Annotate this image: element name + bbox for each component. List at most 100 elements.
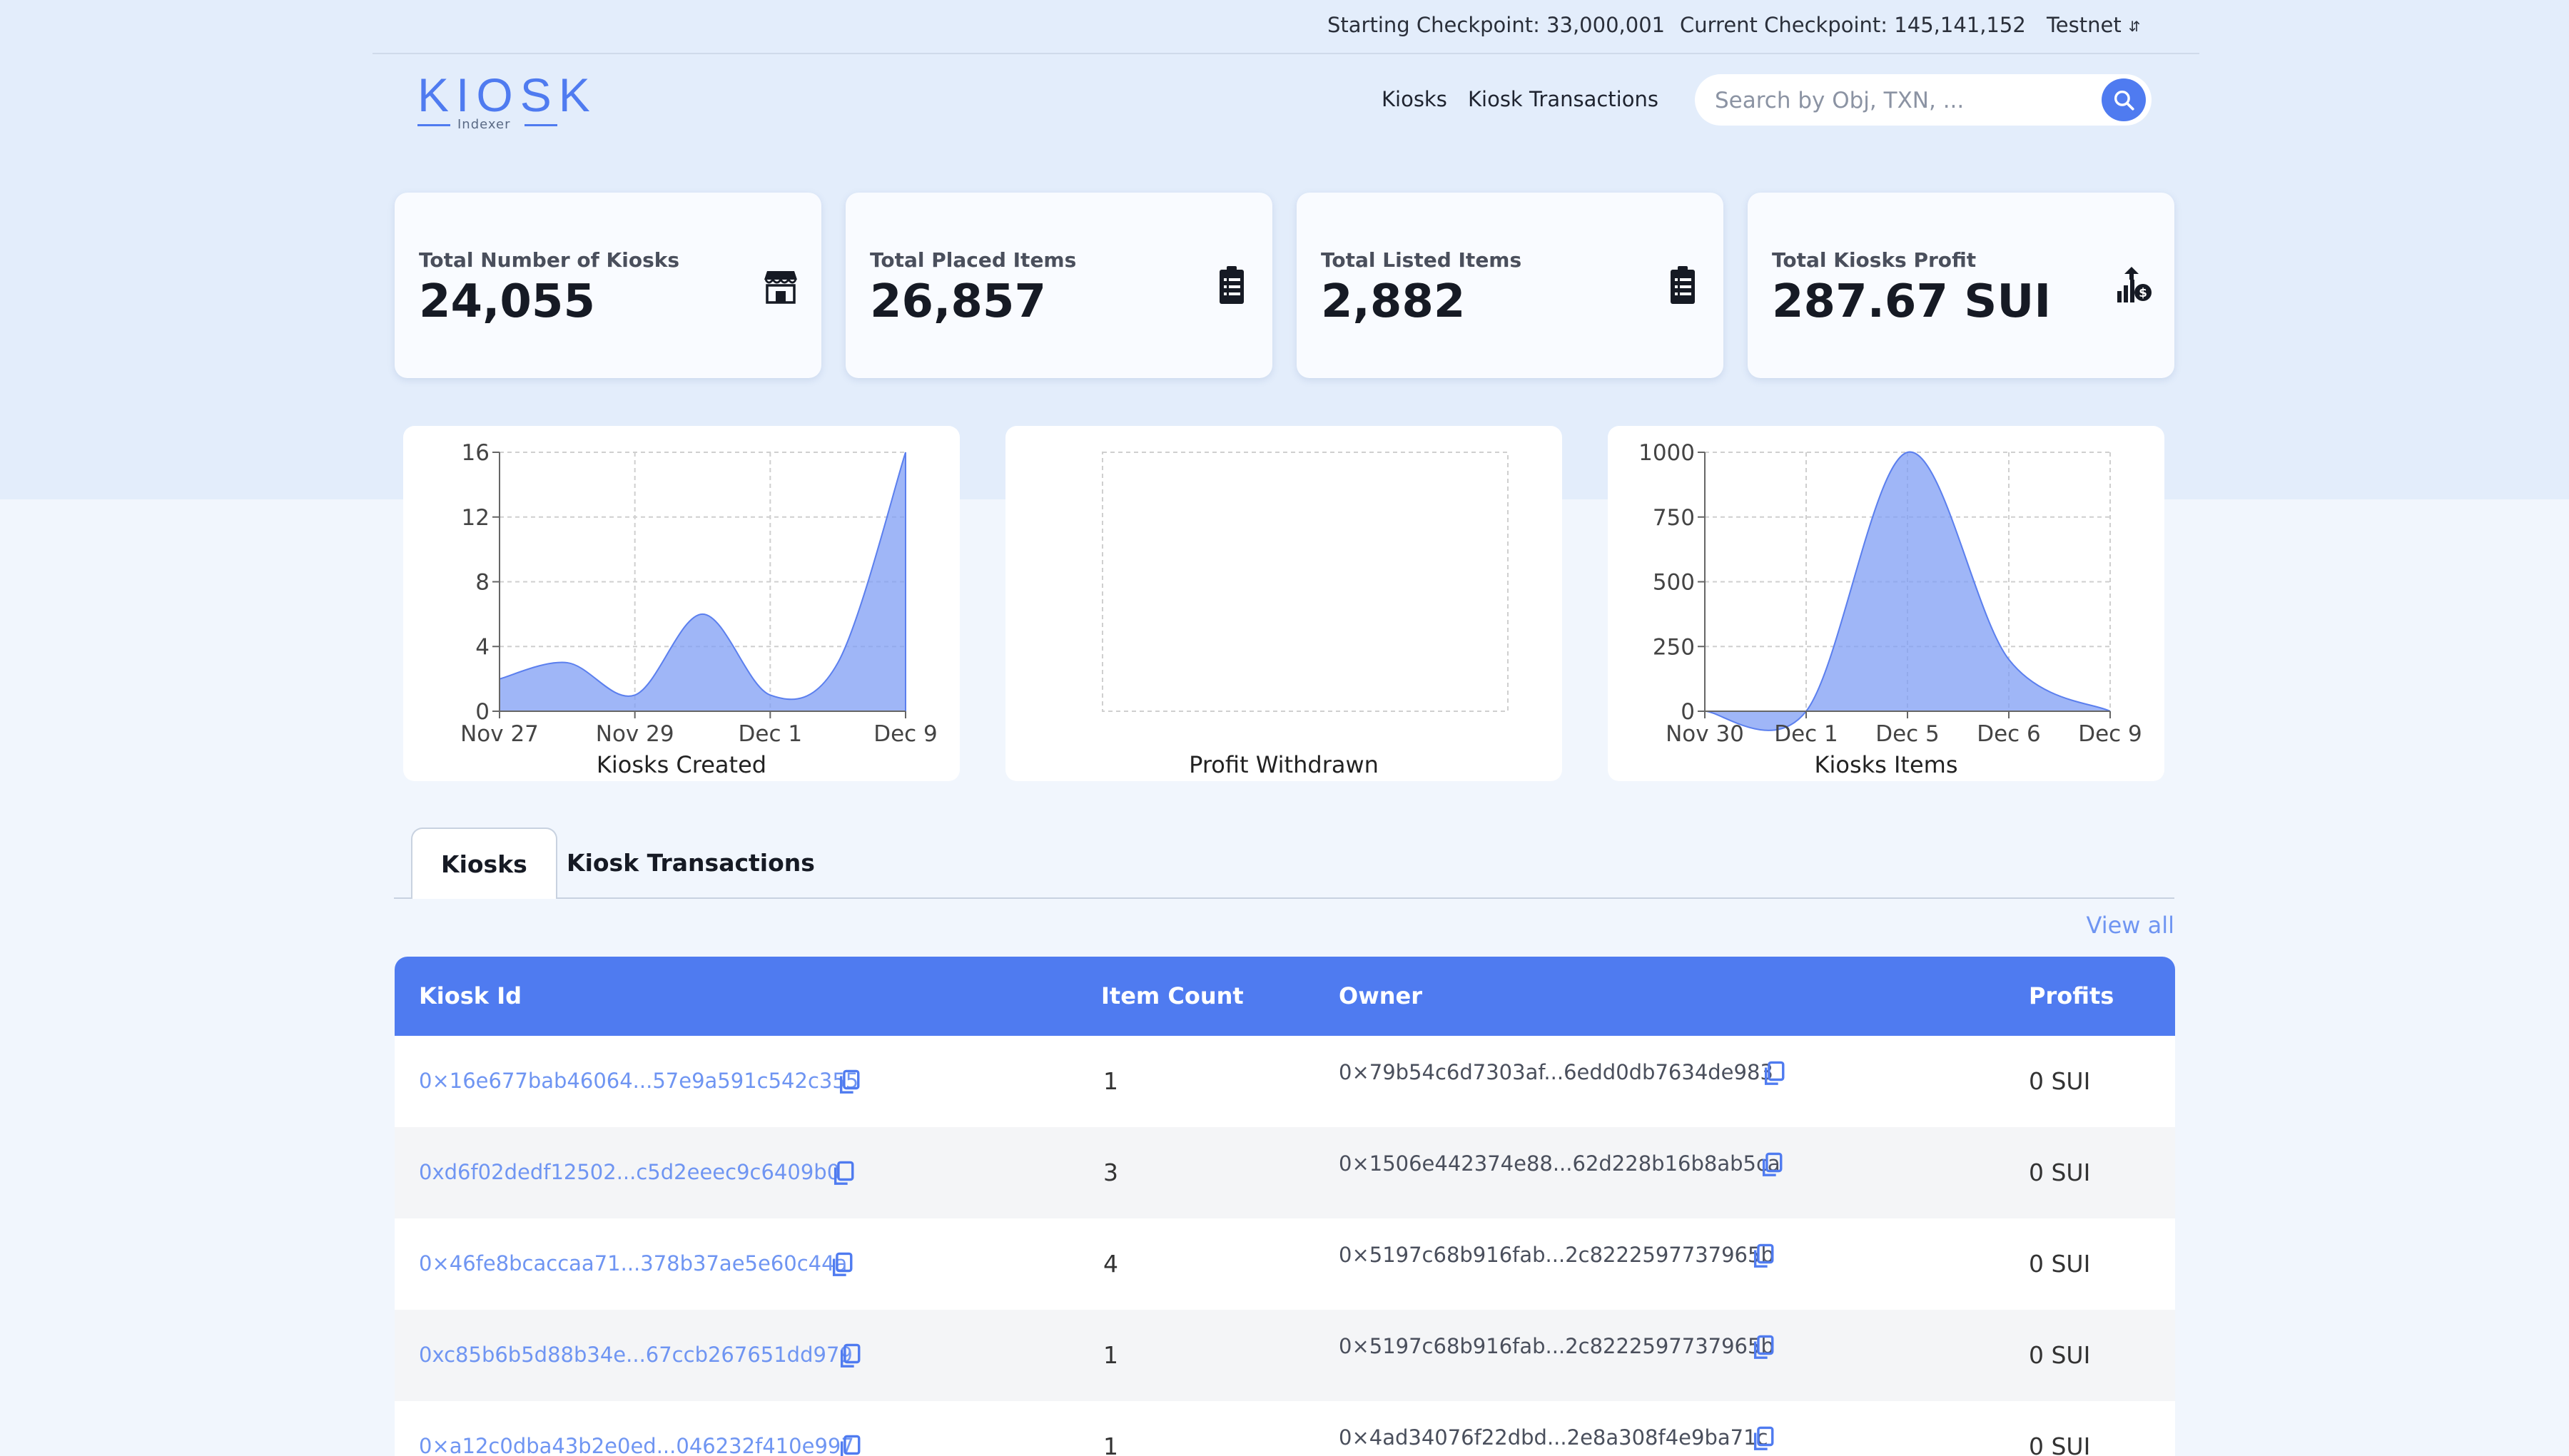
item-count: 3 bbox=[1103, 1159, 1118, 1186]
logo-word: KIOSK bbox=[417, 71, 597, 118]
stat-card-total-listed-items: Total Listed Items 2,882 bbox=[1297, 193, 1723, 378]
item-count: 1 bbox=[1103, 1341, 1118, 1369]
kiosk-id-link[interactable]: 0×a12c0dba43b2e0ed...046232f410e997 bbox=[419, 1434, 854, 1456]
y-tick-label: 250 bbox=[1653, 634, 1695, 660]
owner-address: 0×79b54c6d7303af...6edd0db7634de983 bbox=[1339, 1060, 1773, 1084]
kiosks-table: Kiosk Id Item Count Owner Profits 0×16e6… bbox=[395, 957, 2175, 1456]
profits-value: 0 SUI bbox=[2029, 1067, 2090, 1095]
store-icon bbox=[761, 264, 800, 307]
search-bar bbox=[1695, 74, 2152, 126]
owner-address: 0×1506e442374e88...62d228b16b8ab5ca bbox=[1339, 1151, 1780, 1176]
header-profits: Profits bbox=[2029, 982, 2114, 1009]
logo-subtitle: Indexer bbox=[457, 117, 510, 132]
tab-kiosks[interactable]: Kiosks bbox=[411, 828, 557, 899]
search-button[interactable] bbox=[2102, 78, 2146, 121]
chevron-updown-icon: ⇵ bbox=[2129, 18, 2141, 35]
copy-icon[interactable] bbox=[1751, 1334, 1775, 1361]
tab-kiosk-transactions[interactable]: Kiosk Transactions bbox=[538, 828, 843, 897]
stat-value: 2,882 bbox=[1321, 275, 1465, 328]
copy-icon[interactable] bbox=[1751, 1425, 1775, 1452]
search-input[interactable] bbox=[1713, 86, 2087, 116]
profits-value: 0 SUI bbox=[2029, 1250, 2090, 1278]
owner-address: 0×5197c68b916fab...2c8222597737965b bbox=[1339, 1334, 1774, 1358]
table-row: 0×46fe8bcaccaa71...378b37ae5e60c44a 4 0×… bbox=[395, 1218, 2175, 1310]
copy-icon[interactable] bbox=[837, 1069, 861, 1096]
y-tick-label: 500 bbox=[1653, 570, 1695, 596]
copy-icon[interactable] bbox=[838, 1343, 862, 1370]
x-tick-label: Dec 6 bbox=[1977, 721, 2041, 747]
stat-card-total-kiosks-profit: Total Kiosks Profit 287.67 SUI $ bbox=[1748, 193, 2174, 378]
owner-address: 0×4ad34076f22dbd...2e8a308f4e9ba71c bbox=[1339, 1425, 1768, 1450]
network-selector[interactable]: Testnet ⇵ bbox=[2047, 13, 2140, 37]
item-count: 1 bbox=[1103, 1067, 1118, 1095]
owner-address: 0×5197c68b916fab...2c8222597737965b bbox=[1339, 1243, 1774, 1267]
y-tick-label: 750 bbox=[1653, 505, 1695, 531]
chart-title: Profit Withdrawn bbox=[1189, 751, 1379, 778]
chart-title: Kiosks Created bbox=[597, 751, 766, 778]
copy-icon[interactable] bbox=[838, 1434, 862, 1456]
copy-icon[interactable] bbox=[1751, 1243, 1775, 1270]
logo-line-left bbox=[417, 124, 450, 126]
profits-value: 0 SUI bbox=[2029, 1159, 2090, 1186]
clipboard-list-icon bbox=[1663, 264, 1702, 307]
table-tabs: Kiosks Kiosk Transactions bbox=[394, 828, 2174, 899]
stat-value: 287.67 SUI bbox=[1772, 275, 2051, 328]
view-all-link[interactable]: View all bbox=[2087, 912, 2175, 939]
copy-icon[interactable] bbox=[831, 1160, 856, 1187]
copy-icon[interactable] bbox=[1760, 1151, 1784, 1178]
search-icon bbox=[2112, 88, 2136, 112]
y-tick-label: 4 bbox=[475, 634, 490, 660]
logo-line-right bbox=[525, 124, 557, 126]
kiosk-id-link[interactable]: 0×46fe8bcaccaa71...378b37ae5e60c44a bbox=[419, 1251, 847, 1276]
y-tick-label: 8 bbox=[475, 570, 490, 596]
table-header: Kiosk Id Item Count Owner Profits bbox=[395, 957, 2175, 1036]
kiosk-id-link[interactable]: 0xc85b6b5d88b34e...67ccb267651dd979 bbox=[419, 1343, 853, 1367]
chart-title: Kiosks Items bbox=[1814, 751, 1957, 778]
profits-value: 0 SUI bbox=[2029, 1341, 2090, 1369]
kiosk-id-link[interactable]: 0×16e677bab46064...57e9a591c542c355 bbox=[419, 1069, 858, 1093]
hero-background bbox=[0, 0, 2569, 499]
profits-value: 0 SUI bbox=[2029, 1432, 2090, 1456]
stat-card-total-placed-items: Total Placed Items 26,857 bbox=[846, 193, 1272, 378]
chart-card-profit-withdrawn: Profit Withdrawn bbox=[1005, 426, 1562, 781]
stat-label: Total Placed Items bbox=[870, 248, 1076, 272]
copy-icon[interactable] bbox=[1762, 1060, 1786, 1087]
stat-label: Total Listed Items bbox=[1321, 248, 1521, 272]
kiosk-indexer-logo[interactable]: KIOSK Indexer bbox=[417, 71, 560, 133]
clipboard-list-icon bbox=[1212, 264, 1251, 307]
nav-kiosk-transactions-link[interactable]: Kiosk Transactions bbox=[1468, 87, 1658, 111]
x-tick-label: Nov 29 bbox=[596, 721, 674, 747]
item-count: 1 bbox=[1103, 1432, 1118, 1456]
x-tick-label: Dec 9 bbox=[873, 721, 938, 747]
header-kiosk-id: Kiosk Id bbox=[419, 982, 522, 1009]
y-tick-label: 12 bbox=[462, 505, 490, 531]
area-series bbox=[1705, 452, 2110, 730]
x-tick-label: Dec 5 bbox=[1875, 721, 1940, 747]
empty-plot-area bbox=[1103, 452, 1508, 711]
kiosk-id-link[interactable]: 0xd6f02dedf12502...c5d2eeec9c6409b0 bbox=[419, 1160, 840, 1184]
y-tick-label: 16 bbox=[462, 440, 490, 466]
x-tick-label: Nov 27 bbox=[460, 721, 539, 747]
table-row: 0×a12c0dba43b2e0ed...046232f410e997 1 0×… bbox=[395, 1401, 2175, 1456]
area-series bbox=[500, 452, 906, 711]
starting-checkpoint: Starting Checkpoint: 33,000,001 bbox=[1327, 13, 1665, 37]
network-label: Testnet bbox=[2047, 13, 2122, 37]
copy-icon[interactable] bbox=[830, 1251, 854, 1278]
stat-card-total-kiosks: Total Number of Kiosks 24,055 bbox=[395, 193, 821, 378]
current-checkpoint: Current Checkpoint: 145,141,152 bbox=[1680, 13, 2026, 37]
header-item-count: Item Count bbox=[1101, 982, 1244, 1009]
x-tick-label: Dec 1 bbox=[1774, 721, 1838, 747]
profit-growth-icon: $ bbox=[2114, 264, 2153, 307]
stat-label: Total Kiosks Profit bbox=[1772, 248, 1976, 272]
svg-text:$: $ bbox=[2139, 286, 2147, 300]
nav-kiosks-link[interactable]: Kiosks bbox=[1382, 87, 1447, 111]
stat-label: Total Number of Kiosks bbox=[419, 248, 679, 272]
item-count: 4 bbox=[1103, 1250, 1118, 1278]
y-tick-label: 1000 bbox=[1638, 440, 1695, 466]
table-row: 0xc85b6b5d88b34e...67ccb267651dd979 1 0×… bbox=[395, 1310, 2175, 1401]
stat-value: 24,055 bbox=[419, 275, 595, 328]
